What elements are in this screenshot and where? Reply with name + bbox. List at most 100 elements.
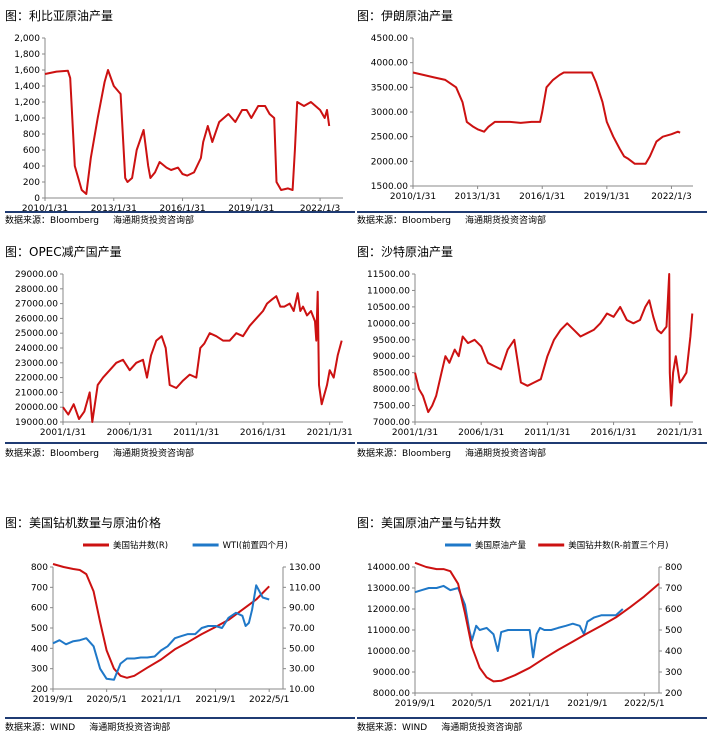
y-tick-label: 27000.00 bbox=[15, 300, 58, 310]
y2-tick-label: 800 bbox=[665, 563, 682, 573]
source-note: 数据来源：Bloomberg 海通期货投资咨询部 bbox=[5, 448, 194, 460]
y-tick-label: 300 bbox=[31, 665, 48, 675]
source-note: 数据来源：Bloomberg 海通期货投资咨询部 bbox=[357, 215, 546, 227]
y2-tick-label: 400 bbox=[665, 647, 682, 657]
source-note: 数据来源：Bloomberg 海通期货投资咨询部 bbox=[5, 215, 194, 227]
legend-label: 美国钻井数(R-前置三个月) bbox=[568, 540, 668, 551]
x-tick-label: 2021/1/31 bbox=[657, 428, 703, 438]
org-label: 海通期货投资咨询部 bbox=[464, 216, 546, 226]
x-tick-label: 2020/5/1 bbox=[452, 699, 492, 709]
chart-us-rigs-wti: 200 300 400 500 600 700 800 10.00 30.00 50.00 70.0… bbox=[31, 540, 321, 705]
y-tick-label: 9500.00 bbox=[373, 336, 410, 346]
y-tick-label: 800 bbox=[23, 130, 40, 140]
y-tick-label: 400 bbox=[23, 162, 40, 172]
y-tick-label: 1,600 bbox=[14, 66, 40, 76]
series-line-0 bbox=[44, 69, 331, 195]
y-tick-label: 10500.00 bbox=[367, 303, 410, 313]
x-tick-label: 2021/9/1 bbox=[195, 695, 235, 705]
y-tick-label: 600 bbox=[23, 146, 40, 156]
legend-label: 美国原油产量 bbox=[475, 540, 527, 551]
x-tick-label: 2019/9/1 bbox=[33, 695, 73, 705]
x-tick-label: 2022/5/1 bbox=[249, 695, 289, 705]
x-tick-label: 2016/1/31 bbox=[159, 204, 205, 214]
x-tick-label: 2001/1/31 bbox=[392, 428, 438, 438]
y2-tick-label: 200 bbox=[665, 689, 682, 699]
chart-panel-opec: 图：OPEC减产国产量 19000.00 20000.00 21000.00 2200… bbox=[5, 244, 355, 466]
series-line-0 bbox=[414, 584, 624, 659]
chart-title: 图：伊朗原油产量 bbox=[357, 9, 454, 23]
y-tick-label: 4000.00 bbox=[371, 59, 408, 69]
x-tick-label: 2010/1/31 bbox=[390, 192, 436, 202]
chart-title: 图：美国原油产量与钻井数 bbox=[357, 516, 502, 530]
chart-libya: 0 200 400 600 800 1,000 1,200 1,400 1,600 1,800 2,… bbox=[14, 34, 343, 214]
y-tick-label: 24000.00 bbox=[15, 344, 58, 354]
y-tick-label: 11000.00 bbox=[367, 626, 410, 636]
y-tick-label: 8500.00 bbox=[373, 369, 410, 379]
divider bbox=[5, 717, 355, 719]
divider bbox=[5, 211, 355, 213]
y-tick-label: 1,000 bbox=[14, 114, 40, 124]
y-tick-label: 7500.00 bbox=[373, 402, 410, 412]
y-tick-label: 1,800 bbox=[14, 50, 40, 60]
y-tick-label: 23000.00 bbox=[15, 359, 58, 369]
y-tick-label: 29000.00 bbox=[15, 270, 58, 280]
y-tick-label: 20000.00 bbox=[15, 403, 58, 413]
y2-tick-label: 70.00 bbox=[289, 624, 315, 634]
y-tick-label: 22000.00 bbox=[15, 374, 58, 384]
y-tick-label: 25000.00 bbox=[15, 329, 58, 339]
y-tick-label: 600 bbox=[31, 604, 48, 614]
x-tick-label: 2006/1/31 bbox=[458, 428, 504, 438]
y-tick-label: 10000.00 bbox=[367, 647, 410, 657]
y-tick-label: 8000.00 bbox=[373, 385, 410, 395]
chart-us-output-rigs: 8000.00 9000.00 10000.00 11000.00 12000.00 13… bbox=[367, 540, 682, 709]
x-tick-label: 2006/1/31 bbox=[107, 428, 153, 438]
y2-tick-label: 30.00 bbox=[289, 665, 315, 675]
y-tick-label: 10000.00 bbox=[367, 319, 410, 329]
y2-tick-label: 700 bbox=[665, 584, 682, 594]
y-tick-label: 700 bbox=[31, 583, 48, 593]
divider bbox=[357, 211, 707, 213]
series-line-0 bbox=[414, 273, 694, 414]
y-tick-label: 28000.00 bbox=[15, 285, 58, 295]
y-tick-label: 8000.00 bbox=[373, 689, 410, 699]
y-tick-label: 21000.00 bbox=[15, 388, 58, 398]
org-label: 海通期货投资咨询部 bbox=[112, 216, 194, 226]
org-label: 海通期货投资咨询部 bbox=[112, 449, 194, 459]
x-tick-label: 2019/1/31 bbox=[228, 204, 274, 214]
y-tick-label: 2500.00 bbox=[371, 133, 408, 143]
y2-tick-label: 110.00 bbox=[289, 583, 321, 593]
x-tick-label: 2021/1/1 bbox=[509, 699, 549, 709]
x-tick-label: 2022/1/3 bbox=[651, 192, 691, 202]
chart-iran: 1500.00 2000.00 2500.00 3000.00 3500.00 4000.… bbox=[371, 34, 693, 202]
series-line-1 bbox=[414, 561, 660, 683]
y-tick-label: 3000.00 bbox=[371, 108, 408, 118]
y-tick-label: 200 bbox=[31, 685, 48, 695]
source-label: 数据来源：Bloomberg bbox=[357, 216, 451, 226]
x-tick-label: 2022/5/1 bbox=[624, 699, 664, 709]
source-label: 数据来源：Bloomberg bbox=[357, 449, 451, 459]
source-note: 数据来源：WIND 海通期货投资咨询部 bbox=[5, 722, 170, 734]
series-line-1 bbox=[52, 584, 270, 681]
chart-panel-saudi: 图：沙特原油产量 7000.00 7500.00 8000.00 8500.00 900… bbox=[357, 244, 707, 466]
chart-title: 图：美国钻机数量与原油价格 bbox=[5, 516, 162, 530]
chart-panel-us-output-rigs: 图：美国原油产量与钻井数 8000.00 9000.00 10000.00 11000… bbox=[357, 515, 707, 743]
y-tick-label: 4500.00 bbox=[371, 34, 408, 44]
y2-tick-label: 300 bbox=[665, 668, 682, 678]
y-tick-label: 11000.00 bbox=[367, 286, 410, 296]
y-tick-label: 0 bbox=[34, 194, 40, 204]
source-label: 数据来源：WIND bbox=[5, 723, 76, 733]
y-tick-label: 9000.00 bbox=[373, 352, 410, 362]
x-tick-label: 2011/1/31 bbox=[524, 428, 570, 438]
x-tick-label: 2013/1/31 bbox=[91, 204, 137, 214]
org-label: 海通期货投资咨询部 bbox=[464, 449, 546, 459]
y-tick-label: 500 bbox=[31, 624, 48, 634]
y-tick-label: 3500.00 bbox=[371, 83, 408, 93]
legend-label: WTI(前置四个月) bbox=[223, 540, 288, 551]
source-label: 数据来源：WIND bbox=[357, 723, 428, 733]
y2-tick-label: 130.00 bbox=[289, 563, 321, 573]
x-tick-label: 2022/1/3 bbox=[300, 204, 340, 214]
divider bbox=[357, 717, 707, 719]
y-tick-label: 1,400 bbox=[14, 82, 40, 92]
divider bbox=[357, 442, 707, 444]
chart-opec: 19000.00 20000.00 21000.00 22000.00 23000.00… bbox=[15, 270, 353, 438]
